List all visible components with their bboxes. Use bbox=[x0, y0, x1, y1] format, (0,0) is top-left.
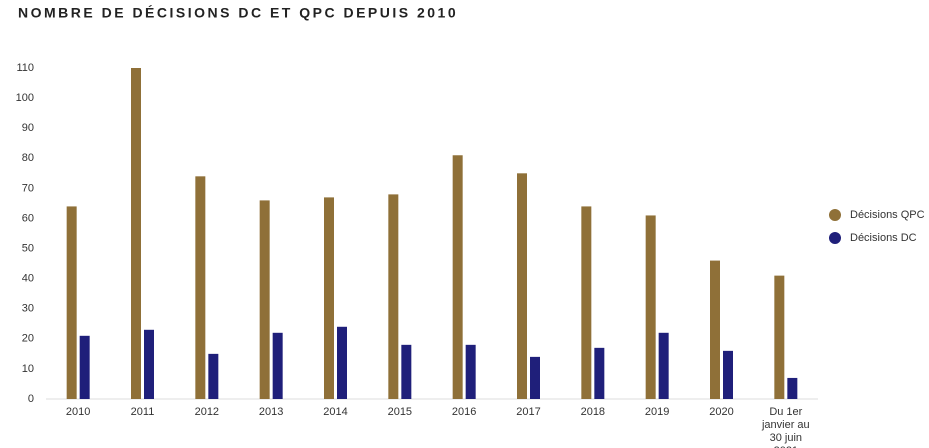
x-tick-label: 2017 bbox=[516, 406, 541, 418]
bar bbox=[195, 176, 206, 399]
y-tick-label: 20 bbox=[22, 333, 34, 345]
x-tick-label: 2012 bbox=[194, 406, 220, 418]
bar bbox=[530, 356, 540, 399]
y-tick-label: 30 bbox=[22, 303, 34, 315]
legend-label: Décisions QPC bbox=[850, 209, 925, 221]
bar bbox=[645, 215, 656, 399]
bar bbox=[517, 173, 527, 399]
y-tick-label: 0 bbox=[28, 393, 34, 405]
bar bbox=[581, 206, 592, 399]
bar bbox=[658, 332, 669, 399]
y-tick-label: 80 bbox=[22, 152, 34, 164]
bar bbox=[337, 326, 347, 399]
x-tick-label: 2020 bbox=[709, 406, 734, 418]
legend-marker bbox=[829, 209, 841, 221]
bar bbox=[388, 194, 399, 399]
bar bbox=[131, 68, 141, 399]
x-tick-label: 2016 bbox=[451, 406, 477, 418]
chart-title: NOMBRE DE DÉCISIONS DC ET QPC DEPUIS 201… bbox=[18, 5, 458, 21]
x-tick-label: 2014 bbox=[323, 406, 348, 418]
y-tick-label: 90 bbox=[22, 122, 34, 134]
legend-marker bbox=[829, 232, 841, 244]
bar bbox=[465, 344, 476, 399]
x-tick-label: Du 1er janvier au 30 juin 2021 bbox=[761, 406, 810, 448]
x-tick-label: 2010 bbox=[65, 406, 91, 418]
x-tick-label: 2018 bbox=[580, 406, 606, 418]
bar bbox=[144, 329, 154, 399]
bar bbox=[774, 275, 785, 399]
bar bbox=[401, 344, 412, 399]
bar bbox=[272, 332, 283, 399]
bar bbox=[79, 335, 90, 399]
y-tick-label: 100 bbox=[16, 92, 34, 104]
bar bbox=[208, 353, 219, 399]
x-tick-label: 2015 bbox=[387, 406, 413, 418]
x-tick-label: 2013 bbox=[258, 406, 284, 418]
y-tick-label: 40 bbox=[22, 273, 34, 285]
y-tick-label: 110 bbox=[16, 62, 34, 74]
bar bbox=[324, 197, 334, 399]
y-tick-label: 70 bbox=[22, 182, 34, 194]
bar bbox=[594, 347, 605, 399]
bar bbox=[710, 260, 720, 399]
y-tick-label: 10 bbox=[22, 363, 34, 375]
bar bbox=[259, 200, 270, 399]
y-tick-label: 60 bbox=[22, 212, 34, 224]
bar bbox=[66, 206, 77, 399]
bar bbox=[452, 155, 463, 399]
legend-label: Décisions DC bbox=[850, 232, 917, 244]
bar bbox=[723, 350, 733, 399]
x-tick-label: 2011 bbox=[130, 406, 155, 418]
bar bbox=[787, 377, 798, 399]
x-tick-label: 2019 bbox=[644, 406, 670, 418]
y-tick-label: 50 bbox=[22, 242, 34, 254]
